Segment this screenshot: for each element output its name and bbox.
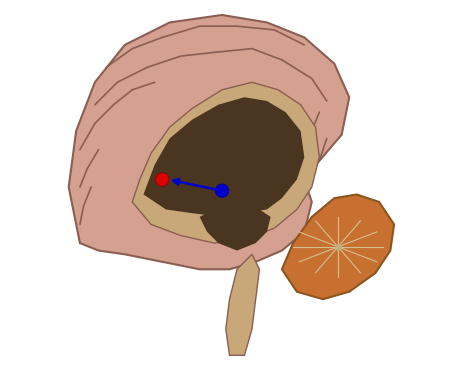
- Circle shape: [215, 184, 229, 197]
- Polygon shape: [132, 82, 319, 243]
- Polygon shape: [282, 194, 394, 299]
- Circle shape: [155, 173, 169, 186]
- Polygon shape: [226, 254, 259, 355]
- Polygon shape: [144, 97, 304, 217]
- Polygon shape: [69, 15, 349, 269]
- Polygon shape: [200, 209, 271, 251]
